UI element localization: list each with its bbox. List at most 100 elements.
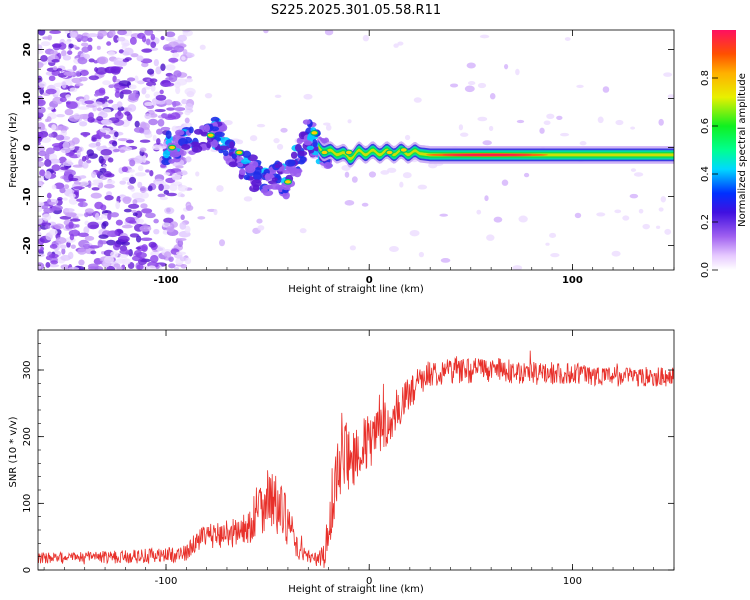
spec-noise-blob xyxy=(87,263,99,269)
spec-noise-blob xyxy=(48,201,56,206)
spec-noise-blob xyxy=(38,243,41,250)
spec-noise-blob xyxy=(303,93,313,100)
figure-title: S225.2025.301.05.58.R11 xyxy=(271,3,441,18)
spec-hotspot xyxy=(283,178,293,185)
spec-noise-blob xyxy=(161,113,169,118)
spec-noise-blob xyxy=(368,171,377,178)
spec-noise-blob xyxy=(180,193,185,198)
spec-noise-blob xyxy=(179,256,187,262)
spec-noise-blob xyxy=(476,209,482,215)
spec-ridge-blob xyxy=(282,191,290,200)
spec-noise-blob xyxy=(663,72,673,77)
spec-noise-blob xyxy=(486,234,495,241)
spec-noise-blob xyxy=(389,246,399,252)
spec-noise-blob xyxy=(216,185,224,192)
spec-noise-blob xyxy=(163,217,174,224)
spec-noise-blob xyxy=(79,200,84,207)
spec-noise-blob xyxy=(88,153,99,159)
spec-noise-blob xyxy=(66,101,78,110)
spec-noise-blob xyxy=(147,185,153,192)
spec-noise-blob xyxy=(458,124,464,131)
spec-noise-blob xyxy=(122,196,132,204)
spec-noise-blob xyxy=(38,201,45,207)
spec-noise-blob xyxy=(170,112,181,120)
spec-ridge-blob xyxy=(243,174,250,181)
spec-noise-blob xyxy=(556,115,563,121)
spec-noise-blob xyxy=(111,140,118,147)
spec-noise-blob xyxy=(418,251,425,258)
spec-noise-blob xyxy=(127,185,135,190)
snr-ytick-label: 200 xyxy=(22,427,33,446)
spec-noise-blob xyxy=(325,124,332,131)
spec-noise-blob xyxy=(135,210,143,218)
spec-noise-blob xyxy=(113,34,119,43)
spec-xtick-label: 0 xyxy=(366,275,373,286)
spec-noise-blob xyxy=(115,219,123,226)
spec-noise-blob xyxy=(550,253,560,258)
spec-ytick-label: 0 xyxy=(22,144,33,151)
spec-noise-blob xyxy=(130,53,139,58)
spec-ytick-label: 10 xyxy=(22,92,33,106)
spec-noise-blob xyxy=(150,41,157,48)
spec-noise-blob xyxy=(56,114,65,118)
spec-noise-blob xyxy=(48,75,56,82)
spec-peak-core xyxy=(442,153,532,156)
spec-noise-blob xyxy=(125,139,135,144)
spec-ridge-blob xyxy=(203,124,211,132)
spec-noise-blob xyxy=(122,51,130,56)
spec-noise-blob xyxy=(148,241,157,248)
spec-noise-blob xyxy=(488,125,494,132)
spec-ridge-blob xyxy=(168,158,175,164)
spec-noise-blob xyxy=(119,249,131,255)
spec-noise-blob xyxy=(141,244,148,252)
spec-noise-blob xyxy=(660,196,666,203)
spec-noise-blob xyxy=(213,208,218,216)
spec-noise-blob xyxy=(64,108,74,116)
spec-noise-blob xyxy=(114,91,121,98)
spec-noise-blob xyxy=(449,83,459,88)
spec-noise-blob xyxy=(44,171,52,179)
spec-noise-blob xyxy=(344,171,350,178)
spec-noise-blob xyxy=(115,201,120,210)
spec-noise-blob xyxy=(159,196,169,201)
spec-noise-blob xyxy=(78,76,88,82)
spec-noise-blob xyxy=(147,265,157,270)
spec-noise-blob xyxy=(48,158,61,164)
spec-noise-blob xyxy=(116,101,123,108)
spec-noise-blob xyxy=(51,124,57,131)
spec-noise-blob xyxy=(98,155,104,164)
spec-noise-blob xyxy=(69,145,75,151)
spec-ridge-blob xyxy=(210,139,219,148)
spec-noise-blob xyxy=(46,192,52,199)
spec-noise-blob xyxy=(83,94,90,101)
spec-noise-blob xyxy=(387,167,397,173)
spectrogram-xlabel: Height of straight line (km) xyxy=(288,284,424,295)
spec-noise-blob xyxy=(60,147,71,154)
spec-noise-blob xyxy=(48,133,54,138)
spec-noise-blob xyxy=(560,132,570,137)
spec-noise-blob xyxy=(38,175,45,182)
spec-noise-blob xyxy=(100,204,107,211)
spec-noise-blob xyxy=(129,233,140,238)
spec-noise-blob xyxy=(263,30,269,34)
spec-noise-blob xyxy=(60,49,67,57)
spec-noise-blob xyxy=(324,30,334,36)
spec-noise-blob xyxy=(630,126,636,130)
spec-noise-blob xyxy=(87,37,93,43)
snr-xtick-label: 0 xyxy=(366,576,372,587)
spec-noise-blob xyxy=(62,161,74,167)
spec-noise-blob xyxy=(39,169,46,177)
spec-noise-blob xyxy=(49,30,62,35)
spec-noise-blob xyxy=(106,179,116,185)
spec-noise-blob xyxy=(78,113,91,120)
spec-ridge-blob xyxy=(323,162,333,169)
spec-xtick-label: -100 xyxy=(153,275,178,286)
spec-noise-blob xyxy=(162,222,171,227)
spec-noise-blob xyxy=(140,58,153,64)
spec-noise-blob xyxy=(127,77,136,82)
spec-noise-blob xyxy=(103,184,115,189)
spec-noise-blob xyxy=(61,81,67,89)
spec-noise-blob xyxy=(128,169,135,173)
spec-noise-blob xyxy=(72,164,85,168)
spec-ridge-blob xyxy=(188,126,194,134)
